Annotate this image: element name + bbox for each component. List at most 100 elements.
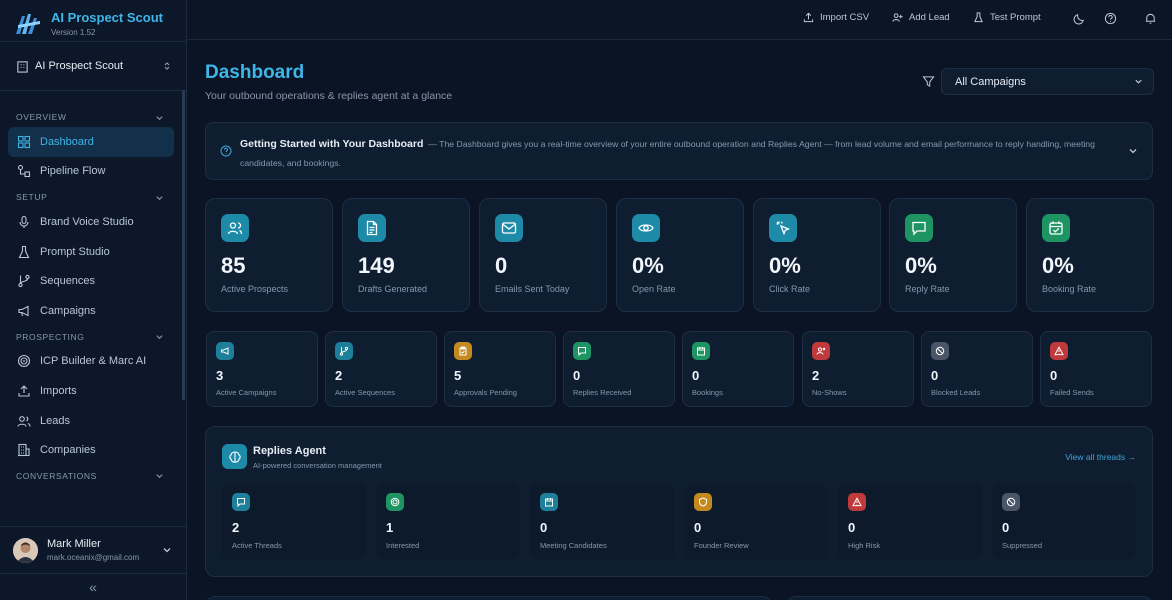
stat-label: Booking Rate [1042,284,1097,294]
cursor-click-icon [776,221,791,236]
message-icon [578,347,586,356]
workspace-selector[interactable]: AI Prospect Scout [16,58,172,74]
sidebar-item-label: Campaigns [40,304,96,317]
ban-icon [1006,497,1016,507]
section-prospecting[interactable]: PROSPECTING [0,327,186,347]
mini-value: 3 [216,368,224,383]
add-lead-button[interactable]: Add Lead [892,12,950,23]
bell-icon[interactable] [1144,12,1157,25]
sidebar-item-icp-builder[interactable]: ICP Builder & Marc AI [8,347,174,377]
stat-value: 0% [632,253,664,278]
megaphone-icon [221,347,229,355]
sidebar-item-brand-voice-studio[interactable]: Brand Voice Studio [8,207,174,237]
stat-value: 0% [769,253,801,278]
mini-card-approvals-pending[interactable]: 5 Approvals Pending [444,331,556,407]
stat-icon-bg [495,214,523,242]
user-menu[interactable]: Mark Miller mark.oceanix@gmail.com [0,526,186,573]
mini-card-active-campaigns[interactable]: 3 Active Campaigns [206,331,318,407]
section-label: SETUP [16,192,48,203]
sidebar-item-imports[interactable]: Imports [8,376,174,406]
mini-icon-bg [692,342,710,360]
sidebar-item-dashboard[interactable]: Dashboard [8,127,174,157]
user-name: Mark Miller [47,538,101,550]
sidebar-item-leads[interactable]: Leads [8,406,174,436]
mini-card-failed-sends[interactable]: 0 Failed Sends [1040,331,1152,407]
agent-tile-high-risk[interactable]: 0 High Risk [838,484,982,560]
section-conversations[interactable]: CONVERSATIONS [0,466,186,486]
tile-value: 0 [1002,520,1010,535]
chevron-updown-icon [164,62,170,70]
sidebar-item-prompt-studio[interactable]: Prompt Studio [8,237,174,267]
sidebar-item-label: Sequences [40,275,96,288]
stat-card-active-prospects[interactable]: 85 Active Prospects [205,198,333,312]
building-icon [18,444,30,457]
stat-card-reply-rate[interactable]: 0% Reply Rate [889,198,1017,312]
tile-value: 2 [232,520,240,535]
agent-tile-meeting-candidates[interactable]: 0 Meeting Candidates [530,484,674,560]
stat-card-drafts-generated[interactable]: 149 Drafts Generated [342,198,470,312]
stat-icon-bg [221,214,249,242]
stat-card-click-rate[interactable]: 0% Click Rate [753,198,881,312]
collapse-sidebar-button[interactable]: « [0,573,186,600]
calendar-icon [697,347,705,356]
campaign-filter-select[interactable]: All Campaigns [941,68,1154,95]
agent-tile-interested[interactable]: 1 Interested [376,484,520,560]
sidebar-item-pipeline-flow[interactable]: Pipeline Flow [8,157,174,187]
chevron-down-icon [156,474,163,479]
ban-icon [935,346,945,356]
help-icon[interactable] [1104,12,1117,25]
alert-icon [1054,346,1064,356]
tile-label: High Risk [848,541,881,550]
avatar [13,537,38,563]
tile-label: Suppressed [1002,541,1043,550]
mini-card-active-sequences[interactable]: 2 Active Sequences [325,331,437,407]
moon-icon[interactable] [1073,12,1086,25]
sidebar-item-companies[interactable]: Companies [8,435,174,465]
section-setup[interactable]: SETUP [0,187,186,207]
sidebar-scrollbar[interactable] [182,90,185,400]
collapse-icon: « [89,579,97,595]
agent-tile-active-threads[interactable]: 2 Active Threads [222,484,366,560]
chevron-down-icon[interactable] [1128,146,1138,156]
page-subtitle: Your outbound operations & replies agent… [205,90,453,102]
getting-started-banner[interactable]: Getting Started with Your Dashboard — Th… [205,122,1153,180]
test-prompt-button[interactable]: Test Prompt [973,12,1041,23]
view-all-threads-link[interactable]: View all threads → [1065,452,1136,462]
target-icon [390,497,400,507]
mini-card-blocked-leads[interactable]: 0 Blocked Leads [921,331,1033,407]
mini-card-no-shows[interactable]: 2 No-Shows [802,331,914,407]
tile-label: Interested [386,541,420,550]
section-overview[interactable]: OVERVIEW [0,107,186,127]
mini-icon-bg [573,342,591,360]
stat-card-emails-sent-today[interactable]: 0 Emails Sent Today [479,198,607,312]
import-csv-label: Import CSV [820,12,870,23]
mini-value: 2 [812,368,820,383]
stat-label: Open Rate [632,284,676,294]
sidebar-item-campaigns[interactable]: Campaigns [8,296,174,326]
eye-icon [638,224,654,232]
agent-tile-founder-review[interactable]: 0 Founder Review [684,484,828,560]
stat-card-booking-rate[interactable]: 0% Booking Rate [1026,198,1154,312]
stat-value: 0% [1042,253,1074,278]
stat-label: Click Rate [769,284,811,294]
brand[interactable]: AI Prospect Scout Version 1.52 [14,10,163,38]
sidebar-item-sequences[interactable]: Sequences [8,266,174,296]
avatar-image [13,537,38,563]
mini-card-replies-received[interactable]: 0 Replies Received [563,331,675,407]
mini-card-bookings[interactable]: 0 Bookings [682,331,794,407]
mic-icon [19,215,29,228]
upload-icon [803,12,814,23]
agent-tile-suppressed[interactable]: 0 Suppressed [992,484,1136,560]
sidebar-item-label: Prompt Studio [40,245,110,258]
import-csv-button[interactable]: Import CSV [803,12,869,23]
stat-value: 0 [495,253,508,278]
stat-value: 0% [905,253,937,278]
mini-label: No-Shows [812,388,847,397]
clipboard-icon [459,346,467,356]
mini-value: 0 [931,368,939,383]
mini-label: Replies Received [573,388,632,397]
section-label: PROSPECTING [16,331,85,342]
stat-card-open-rate[interactable]: 0% Open Rate [616,198,744,312]
stat-icon-bg [1042,214,1070,242]
mini-value: 5 [454,368,462,383]
